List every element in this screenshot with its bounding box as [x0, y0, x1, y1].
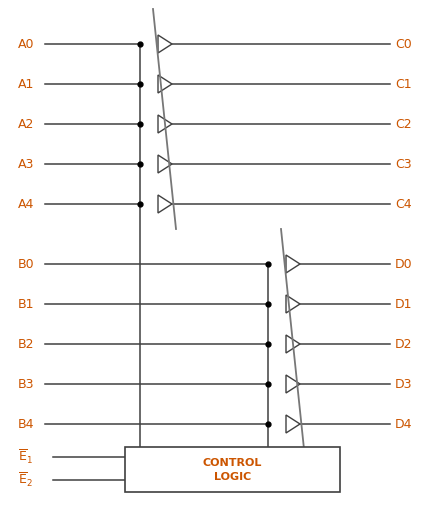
Text: D2: D2: [395, 338, 413, 350]
Text: D1: D1: [395, 298, 413, 311]
Text: C2: C2: [395, 117, 412, 130]
Text: A2: A2: [18, 117, 35, 130]
Text: C3: C3: [395, 158, 412, 171]
Text: B0: B0: [18, 257, 35, 270]
Text: A4: A4: [18, 197, 35, 210]
Text: LOGIC: LOGIC: [214, 471, 251, 481]
Text: B2: B2: [18, 338, 35, 350]
Text: D3: D3: [395, 377, 413, 390]
Text: B3: B3: [18, 377, 35, 390]
Text: C0: C0: [395, 38, 412, 51]
Text: CONTROL: CONTROL: [203, 458, 262, 469]
Text: B4: B4: [18, 418, 35, 431]
Text: $\overline{\mathrm{E}}_{\mathrm{2}}$: $\overline{\mathrm{E}}_{\mathrm{2}}$: [18, 471, 33, 489]
Text: $\overline{\mathrm{E}}_{\mathrm{1}}$: $\overline{\mathrm{E}}_{\mathrm{1}}$: [18, 448, 33, 466]
Text: D0: D0: [395, 257, 413, 270]
Bar: [125, 447, 340, 492]
Text: A3: A3: [18, 158, 35, 171]
Text: A0: A0: [18, 38, 35, 51]
Text: B1: B1: [18, 298, 35, 311]
Text: C4: C4: [395, 197, 412, 210]
Text: A1: A1: [18, 77, 35, 90]
Text: D4: D4: [395, 418, 413, 431]
Text: C1: C1: [395, 77, 412, 90]
